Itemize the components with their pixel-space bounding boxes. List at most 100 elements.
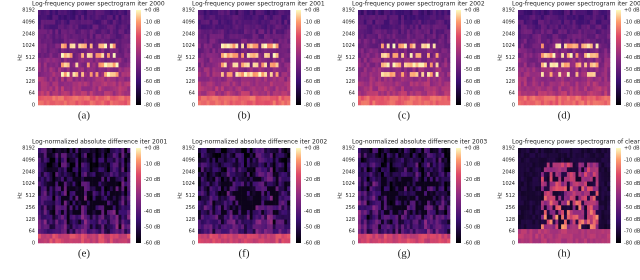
pixel	[447, 205, 450, 210]
panel-caption: (c)	[398, 110, 411, 122]
pixel	[104, 20, 107, 25]
pixel	[247, 81, 250, 86]
y-tick-label: 0	[32, 103, 35, 109]
pixel	[390, 229, 393, 234]
pixel	[127, 215, 130, 220]
pixel	[561, 43, 564, 48]
pixel	[524, 205, 527, 210]
pixel	[227, 229, 230, 234]
pixel	[264, 167, 267, 172]
pixel	[538, 86, 541, 91]
pixel	[52, 210, 55, 215]
pixel	[544, 215, 547, 220]
pixel	[241, 96, 244, 101]
colorbar-label: -30 dB	[304, 43, 321, 49]
pixel	[447, 24, 450, 29]
pixel	[127, 20, 130, 25]
pixel	[227, 20, 230, 25]
pixel	[96, 39, 99, 44]
pixel	[541, 67, 544, 72]
pixel	[258, 10, 261, 15]
pixel	[567, 96, 570, 101]
pixel	[212, 181, 215, 186]
pixel	[599, 62, 602, 67]
pixel	[64, 53, 67, 58]
pixel	[384, 210, 387, 215]
pixel	[372, 234, 375, 239]
pixel	[47, 200, 50, 205]
pixel	[38, 53, 41, 58]
pixel	[370, 86, 373, 91]
pixel	[390, 34, 393, 39]
pixel	[604, 215, 607, 220]
pixel	[427, 24, 430, 29]
pixel	[378, 81, 381, 86]
pixel	[241, 172, 244, 177]
pixel	[358, 15, 361, 20]
pixel	[235, 167, 238, 172]
pixel	[96, 172, 99, 177]
pixel	[538, 48, 541, 53]
pixel	[50, 158, 53, 163]
y-axis-label: Hz	[338, 54, 344, 61]
pixel	[87, 148, 90, 153]
pixel	[410, 186, 413, 191]
pixel	[416, 39, 419, 44]
pixel	[81, 67, 84, 72]
pixel	[241, 181, 244, 186]
pixel	[224, 100, 227, 105]
pixel	[439, 224, 442, 229]
pixel	[418, 39, 421, 44]
pixel	[244, 234, 247, 239]
pixel	[578, 10, 581, 15]
pixel	[564, 238, 567, 243]
pixel	[227, 91, 230, 96]
pixel	[204, 219, 207, 224]
pixel	[90, 39, 93, 44]
pixel	[241, 191, 244, 196]
pixel	[210, 158, 213, 163]
pixel	[544, 72, 547, 77]
pixel	[530, 62, 533, 67]
pixel	[96, 24, 99, 29]
pixel	[256, 162, 259, 167]
pixel	[410, 224, 413, 229]
pixel	[41, 177, 44, 182]
pixel	[518, 224, 521, 229]
pixel	[113, 72, 116, 77]
pixel	[518, 191, 521, 196]
pixel	[372, 162, 375, 167]
pixel	[384, 96, 387, 101]
pixel	[235, 10, 238, 15]
pixel	[78, 53, 81, 58]
colorbar-label: +0 dB	[144, 146, 160, 152]
pixel	[558, 39, 561, 44]
pixel	[404, 77, 407, 82]
pixel	[227, 153, 230, 158]
pixel	[238, 48, 241, 53]
pixel	[84, 43, 87, 48]
pixel	[436, 39, 439, 44]
pixel	[444, 238, 447, 243]
pixel	[524, 24, 527, 29]
pixel	[555, 210, 558, 215]
pixel	[439, 72, 442, 77]
pixel	[221, 34, 224, 39]
pixel	[384, 177, 387, 182]
colorbar	[296, 148, 301, 243]
pixel	[573, 20, 576, 25]
pixel	[78, 24, 81, 29]
pixel	[113, 191, 116, 196]
pixel	[599, 20, 602, 25]
pixel	[75, 153, 78, 158]
pixel	[410, 177, 413, 182]
pixel	[218, 81, 221, 86]
pixel	[276, 62, 279, 67]
pixel	[75, 43, 78, 48]
pixel	[447, 238, 450, 243]
pixel	[238, 215, 241, 220]
pixel	[395, 148, 398, 153]
pixel	[547, 77, 550, 82]
pixel	[273, 229, 276, 234]
pixel	[267, 100, 270, 105]
